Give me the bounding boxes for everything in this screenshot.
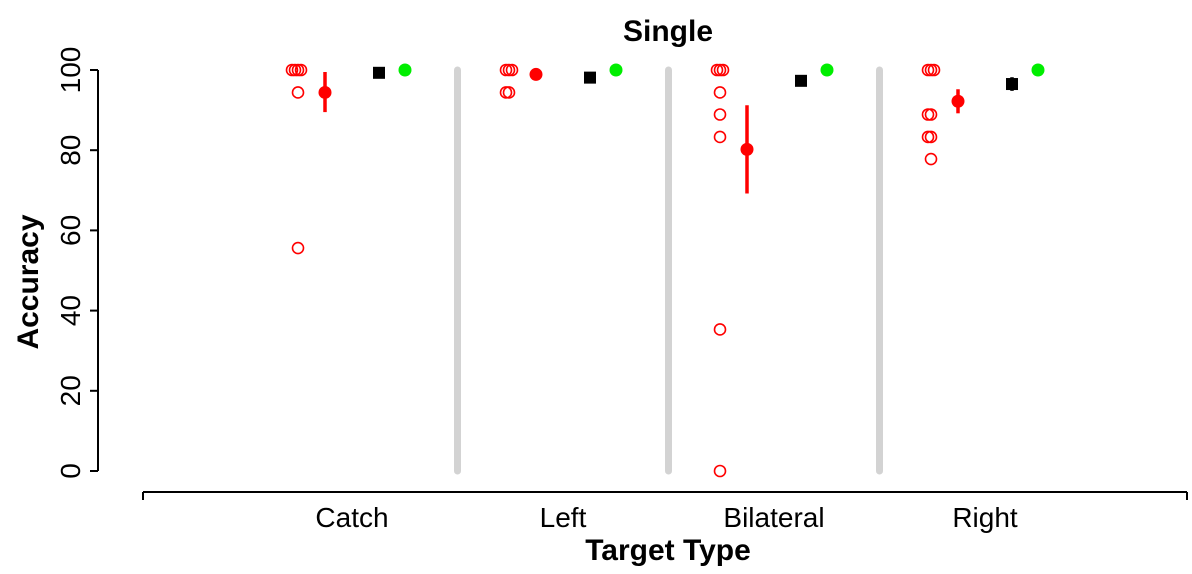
x-axis: Catch Left Bilateral Right <box>142 491 1188 533</box>
data-point <box>927 63 941 77</box>
series-2 <box>318 67 965 194</box>
y-tick-label: 40 <box>55 295 86 326</box>
data-point <box>716 63 730 77</box>
mean-marker <box>951 94 965 108</box>
x-tick-label-right: Right <box>952 502 1018 533</box>
data-point <box>291 241 305 255</box>
data-point <box>710 63 724 77</box>
data-point <box>291 86 305 99</box>
y-tick-label: 80 <box>55 135 86 166</box>
x-tick-label-left: Left <box>540 502 587 533</box>
data-point <box>921 108 935 121</box>
series-1 <box>285 63 941 478</box>
data-point <box>713 323 727 336</box>
mean-marker <box>820 63 834 77</box>
y-tick-label: 0 <box>55 463 86 479</box>
x-tick-label-catch: Catch <box>315 502 388 533</box>
y-axis: 0 20 40 60 80 100 <box>55 47 99 479</box>
mean-marker <box>1031 63 1045 77</box>
y-tick-label: 20 <box>55 375 86 406</box>
mean-marker <box>318 85 332 99</box>
mean-marker <box>609 63 623 77</box>
data-point <box>285 63 299 77</box>
data-point <box>924 152 938 166</box>
mean-marker <box>795 74 807 87</box>
data-marks <box>285 63 1045 478</box>
mean-marker <box>740 142 754 156</box>
chart-title: Single <box>623 15 713 48</box>
y-tick-label: 60 <box>55 215 86 246</box>
x-tick-label-bilateral: Bilateral <box>723 502 824 533</box>
mean-marker <box>529 67 543 81</box>
data-point <box>505 63 519 77</box>
data-point <box>294 63 308 77</box>
data-point <box>713 130 727 144</box>
category-separators <box>454 66 883 475</box>
data-point <box>921 130 935 144</box>
data-point <box>713 86 727 99</box>
data-point <box>713 464 727 478</box>
data-point <box>713 108 727 121</box>
data-point <box>499 63 513 77</box>
y-tick-label: 100 <box>55 47 86 94</box>
series-4 <box>398 63 1045 77</box>
x-axis-title: Target Type <box>585 534 751 567</box>
mean-marker <box>398 63 412 77</box>
mean-marker <box>1006 78 1018 91</box>
series-3 <box>373 66 1018 91</box>
data-point <box>499 86 513 99</box>
mean-marker <box>584 71 596 84</box>
mean-marker <box>373 66 385 79</box>
y-axis-title: Accuracy <box>12 214 45 349</box>
data-point <box>921 63 935 77</box>
